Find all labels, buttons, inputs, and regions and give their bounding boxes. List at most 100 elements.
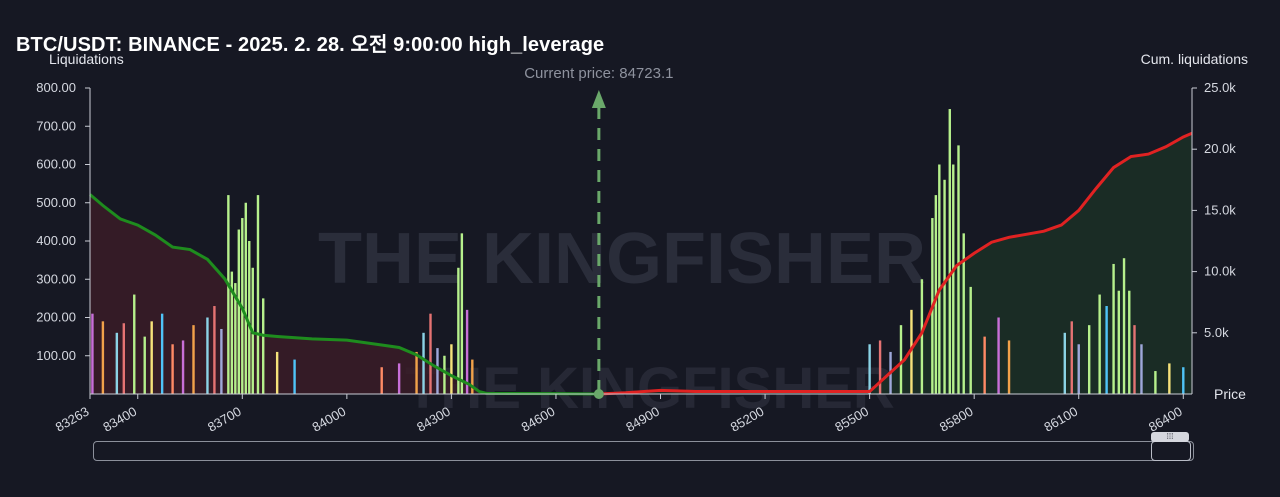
current-price-arrow-icon [591,90,606,108]
bar [1133,325,1136,394]
bar [91,313,94,394]
y-tick-label: 700.00 [36,118,76,133]
short-cumulative-area [598,133,1192,394]
watermark-text-secondary: THE KINGFISHER [405,356,895,421]
x-tick-label: 83263 [53,404,92,435]
y2-tick-label: 25.0k [1204,80,1236,95]
liquidation-bars [91,109,1185,394]
bar [380,367,383,394]
bar [397,363,401,394]
y-tick-label: 100.00 [36,348,76,363]
y2-tick-label: 15.0k [1204,202,1236,217]
x-tick-label: 86100 [1041,404,1080,435]
bar [429,313,432,394]
bar [1098,294,1101,394]
y-tick-label: 300.00 [36,271,76,286]
long-cumulative-line [89,193,599,396]
bar [227,195,230,394]
bar [213,306,216,394]
bar [248,241,251,394]
current-price-marker: Current price: 84723.1 [524,65,673,399]
bar [436,348,439,394]
current-price-dot [593,389,604,399]
cumulative-areas [90,133,1192,394]
y-tick-label: 600.00 [36,157,76,172]
bar [1087,325,1091,394]
bar [220,328,223,394]
range-scrollbar[interactable] [93,441,1194,461]
bar [1122,258,1126,394]
bar [171,344,174,394]
bar [983,336,986,394]
x-tick-label: 86400 [1146,404,1185,435]
bar [957,145,960,394]
bar [920,279,924,394]
bar [460,233,464,394]
bar [943,179,946,394]
bar [133,294,136,394]
bar [115,332,119,394]
y2-tick-label: 20.0k [1204,141,1236,156]
long-cumulative-area [90,194,599,394]
bar [122,323,126,394]
bar [256,195,260,394]
x-tick-label: 83700 [205,404,244,435]
bar [465,309,469,394]
scrollbar-grip-icon[interactable]: ⁞⁞⁞ [1151,432,1189,442]
y2-tick-label: 10.0k [1204,264,1236,279]
bar [948,109,951,394]
bar [1128,290,1131,394]
bar [997,317,1000,394]
bar [237,229,241,394]
bar [293,359,296,394]
y-tick-label: 800.00 [36,80,76,95]
bar [910,309,913,394]
bar [969,286,972,394]
bar [457,267,460,394]
y-tick-label: 500.00 [36,195,76,210]
range-scrollbar-thumb[interactable] [1151,441,1191,461]
chart-title: BTC/USDT: BINANCE - 2025. 2. 28. 오전 9:00… [16,34,605,56]
bar [1140,344,1143,394]
current-price-label: Current price: 84723.1 [524,65,673,82]
bar [938,164,941,394]
y-axis-label: Liquidations [49,51,124,67]
x-tick-label: 83400 [100,404,139,435]
bar [1063,332,1066,394]
bar [1182,367,1185,394]
bar [101,321,105,394]
bar [244,202,247,394]
bar [150,321,153,394]
bar [160,313,164,394]
bar [262,298,265,394]
bar [230,271,234,394]
bar [1168,363,1171,394]
short-cumulative-line [598,131,1193,396]
bar [443,355,446,394]
bar [181,340,185,394]
cumulative-lines [89,131,1193,396]
bar [234,283,237,394]
bar [868,344,871,394]
bar [450,344,453,394]
bar [1077,344,1080,394]
bar [1112,263,1115,394]
bar [1154,371,1157,394]
watermark: THE KINGFISHER THE KINGFISHER [318,219,926,421]
x-tick-label: 85800 [937,404,976,435]
y-tick-label: 200.00 [36,310,76,325]
y2-tick-label: 5.0k [1204,325,1229,340]
bar [1070,321,1073,394]
bar [143,336,146,394]
x-axis-label: Price [1214,386,1246,402]
bar [1007,340,1011,394]
y2-axis-label: Cum. liquidations [1140,51,1248,67]
bar [962,233,965,394]
x-tick-label: 84000 [310,404,349,435]
watermark-text: THE KINGFISHER [318,219,926,299]
bar [206,317,209,394]
bar [471,359,474,394]
bar [422,332,425,394]
